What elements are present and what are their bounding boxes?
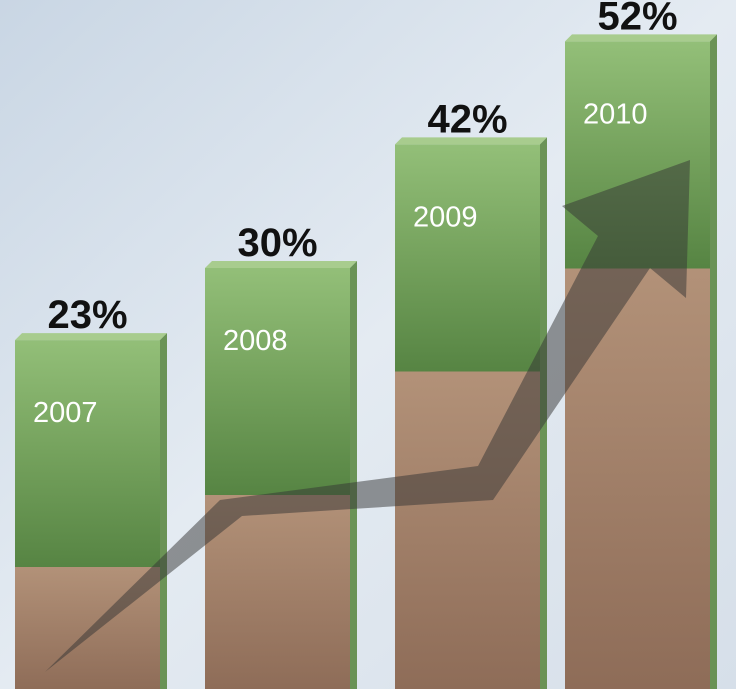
bar-side xyxy=(350,261,357,689)
category-label: 2009 xyxy=(413,201,478,233)
value-label: 30% xyxy=(237,221,317,265)
value-label: 23% xyxy=(47,293,127,337)
category-label: 2010 xyxy=(583,98,648,130)
value-label: 42% xyxy=(427,97,507,141)
bar xyxy=(565,41,710,689)
category-label: 2007 xyxy=(33,397,98,429)
chart: 23% 2007 30% 2008 42% 2009 52% 2010 xyxy=(0,0,736,689)
value-label: 52% xyxy=(597,0,677,38)
bar-side xyxy=(710,34,717,689)
category-label: 2008 xyxy=(223,325,288,357)
page: 23%200730%200842%200952%2010 (() => { co… xyxy=(0,0,736,689)
bar-side xyxy=(160,333,167,689)
